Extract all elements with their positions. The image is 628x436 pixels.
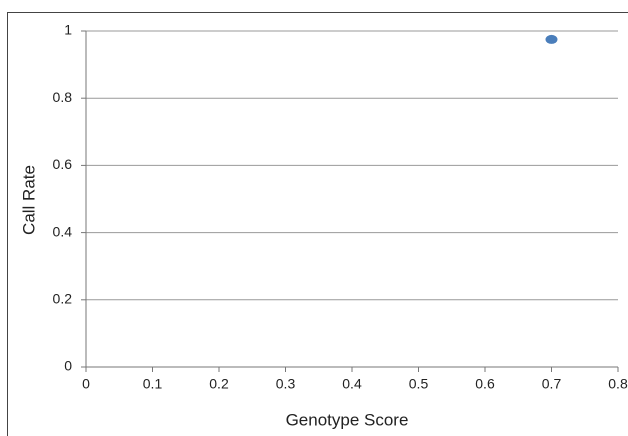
x-tick-label: 0.7 [542,376,562,392]
chart-frame [7,12,628,436]
y-tick-label: 0.8 [53,89,73,105]
point [545,34,558,44]
y-tick-label: 0.6 [53,156,73,172]
x-tick-label: 0.3 [276,376,296,392]
x-tick-label: 0.1 [143,376,163,392]
y-tick-label: 0.4 [53,223,73,239]
x-tick-label: 0 [82,376,90,392]
x-axis-title: Genotype Score [286,410,409,429]
x-tick-label: 0.8 [608,376,628,392]
y-axis-title: Call Rate [19,165,38,235]
x-tick-label: 0.6 [475,376,495,392]
y-tick-label: 0 [64,358,72,374]
y-tick-label: 1 [64,22,72,38]
y-tick-label: 0.2 [53,291,73,307]
x-tick-label: 0.5 [409,376,429,392]
x-tick-label: 0.2 [209,376,229,392]
x-tick-label: 0.4 [342,376,362,392]
